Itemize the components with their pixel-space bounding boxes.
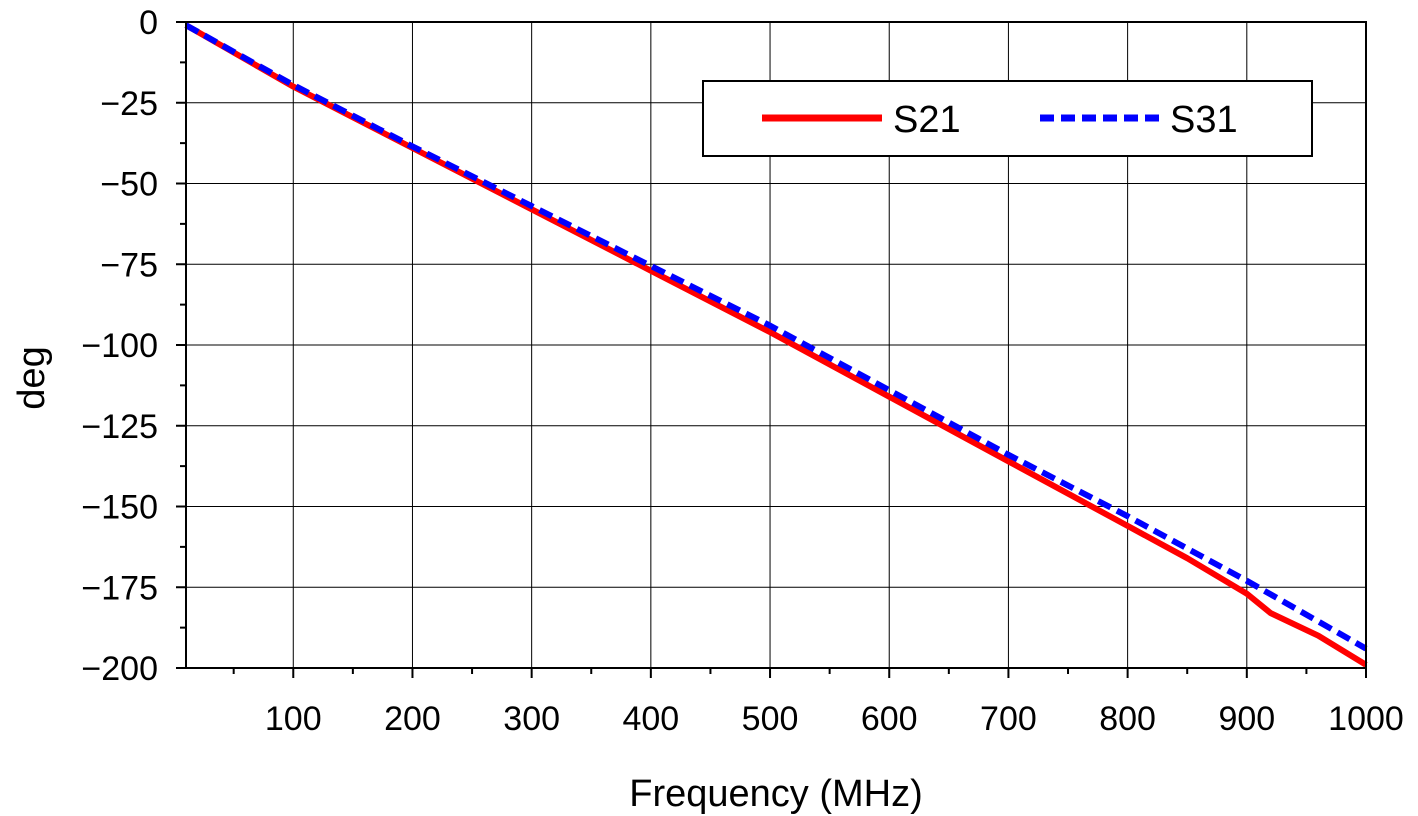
x-tick-label: 300	[503, 700, 560, 738]
minor-ticks	[180, 61, 1308, 674]
y-tick-label: 0	[139, 4, 158, 42]
y-tick-label: −125	[81, 408, 158, 446]
y-axis-ticks: 0 −25 −50 −75 −100 −125 −150 −175 −200	[81, 4, 186, 688]
x-tick-label: 100	[265, 700, 322, 738]
x-tick-label: 400	[622, 700, 679, 738]
y-axis-title: deg	[11, 346, 53, 409]
x-tick-label: 800	[1099, 700, 1156, 738]
y-tick-label: −175	[81, 569, 158, 607]
x-tick-label: 200	[384, 700, 441, 738]
y-tick-label: −200	[81, 650, 158, 688]
legend-label-s21: S21	[893, 99, 961, 141]
series-line-s31	[184, 22, 1368, 652]
x-axis-ticks: 100 200 300 400 500 600 700 800 900 1000	[265, 668, 1404, 738]
series-layer	[184, 22, 1368, 668]
y-tick-label: −150	[81, 489, 158, 527]
x-tick-label: 700	[980, 700, 1037, 738]
y-tick-label: −50	[100, 166, 158, 204]
x-tick-label: 900	[1218, 700, 1275, 738]
x-tick-label: 600	[861, 700, 918, 738]
x-tick-label: 500	[742, 700, 799, 738]
legend: S21 S31	[702, 80, 1313, 157]
x-tick-label: 1000	[1328, 700, 1404, 738]
x-axis-title: Frequency (MHz)	[629, 773, 923, 815]
y-tick-label: −75	[100, 246, 158, 284]
legend-label-s31: S31	[1170, 99, 1238, 141]
y-tick-label: −100	[81, 327, 158, 365]
y-tick-label: −25	[100, 85, 158, 123]
